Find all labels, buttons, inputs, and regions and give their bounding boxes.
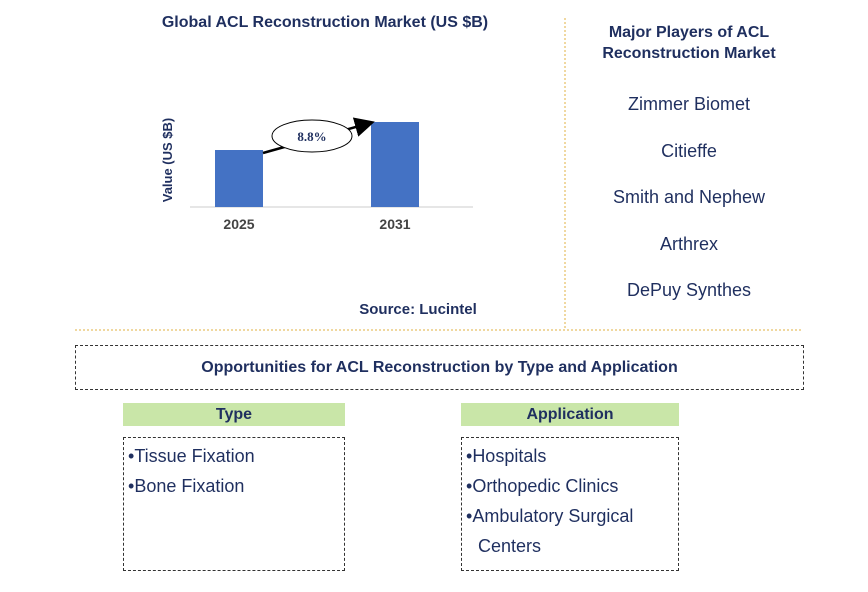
list-item: Hospitals: [466, 441, 658, 471]
type-list: Tissue FixationBone Fixation: [123, 437, 345, 571]
type-header: Type: [123, 403, 345, 426]
chart-title: Global ACL Reconstruction Market (US $B): [162, 14, 488, 31]
x-tick-label: 2031: [379, 216, 410, 232]
list-item: Ambulatory Surgical Centers: [466, 501, 658, 561]
list-item: Bone Fixation: [128, 471, 344, 501]
type-panel: Type Tissue FixationBone Fixation: [123, 403, 345, 571]
list-item: Tissue Fixation: [128, 441, 344, 471]
application-list: HospitalsOrthopedic ClinicsAmbulatory Su…: [461, 437, 679, 571]
cagr-label: 8.8%: [297, 129, 326, 144]
cagr-ellipse: [271, 119, 353, 153]
player: DePuy Synthes: [626, 280, 752, 300]
bar: [215, 150, 263, 207]
player: Zimmer Biomet: [627, 94, 750, 114]
list-item: Orthopedic Clinics: [466, 471, 658, 501]
player: Citieffe: [661, 140, 717, 161]
player: Arthrex: [659, 233, 719, 254]
players-title: Major Players of ACL Reconstruction Mark…: [602, 24, 776, 62]
player: Smith and Nephew: [612, 187, 766, 207]
y-axis-label: Value (US $B): [160, 118, 175, 203]
application-header: Application: [461, 403, 679, 426]
source: Source: Lucintel: [359, 301, 477, 318]
opportunities-title: Opportunities for ACL Reconstruction by …: [75, 345, 804, 390]
application-panel: Application HospitalsOrthopedic ClinicsA…: [461, 403, 679, 571]
x-tick-label: 2025: [223, 216, 254, 232]
bar: [371, 122, 419, 207]
